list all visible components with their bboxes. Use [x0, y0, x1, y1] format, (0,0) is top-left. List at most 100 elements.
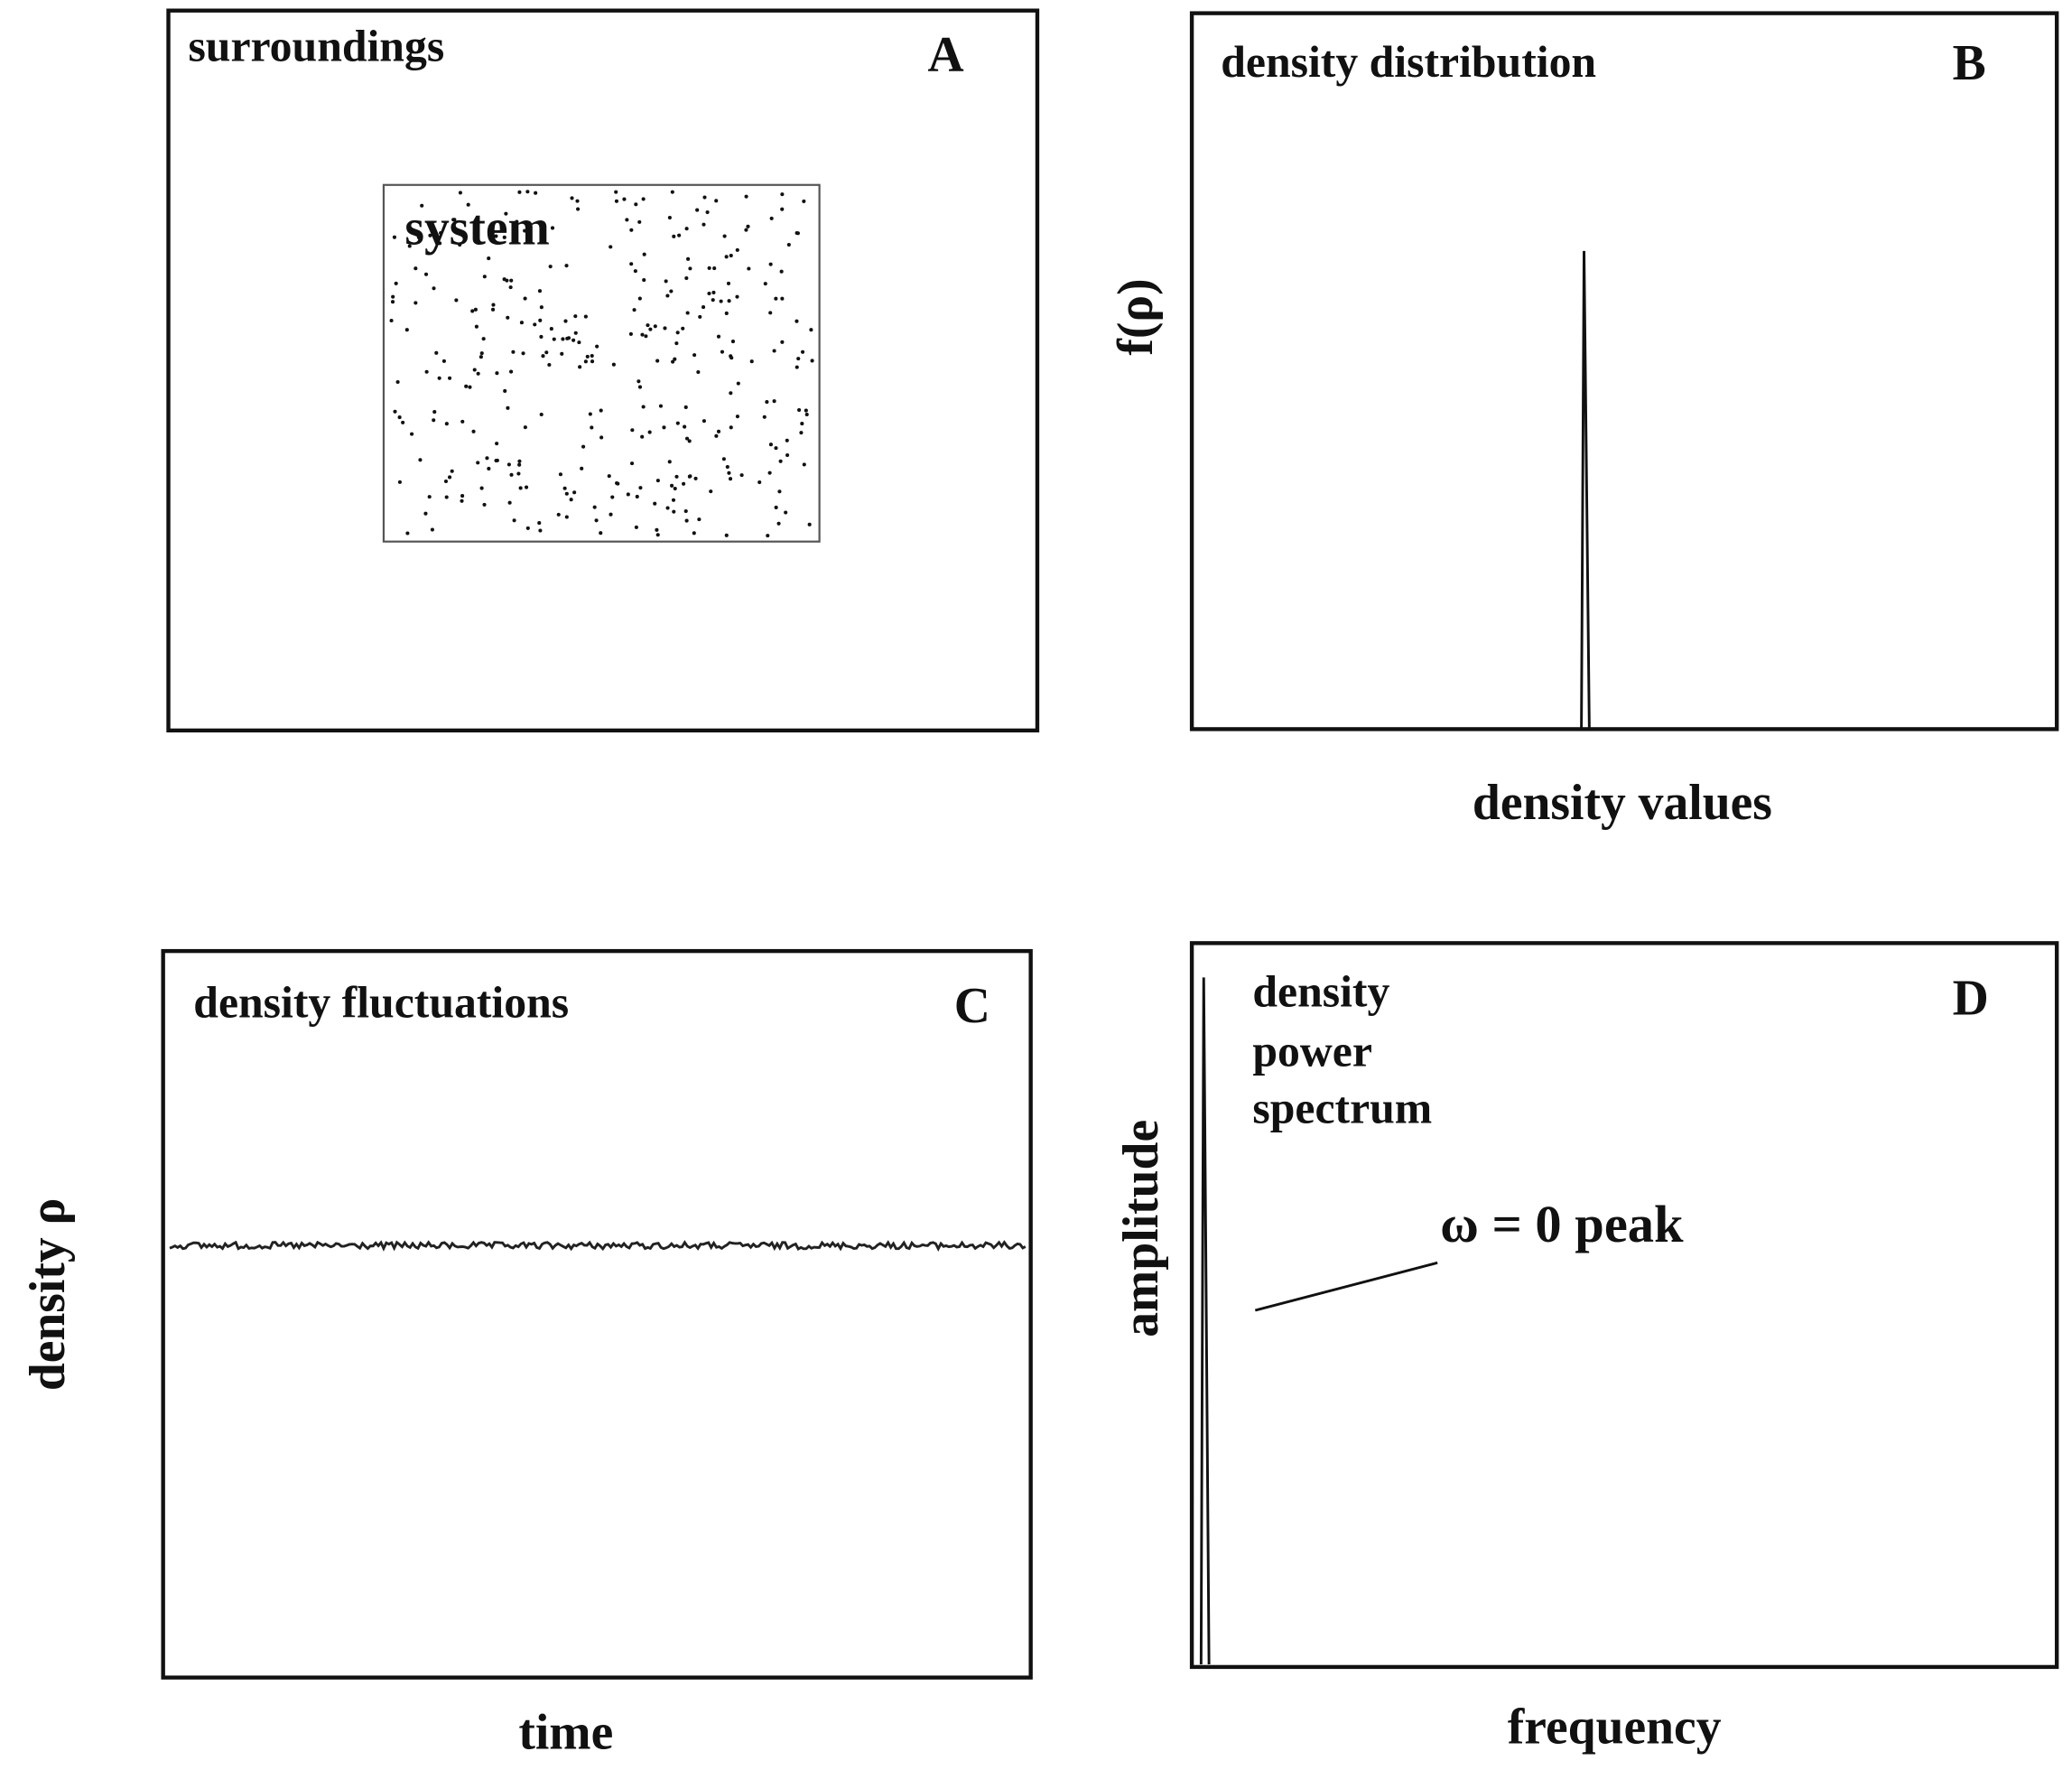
particle [769, 216, 774, 220]
zero-frequency-peak [1199, 977, 1211, 1664]
particle [491, 303, 496, 307]
particle [569, 498, 573, 502]
particle [432, 286, 436, 291]
particle [575, 199, 580, 203]
particle [777, 489, 782, 494]
particle [655, 479, 660, 483]
particle [647, 430, 652, 434]
particle [655, 527, 659, 532]
particle [675, 421, 680, 425]
particle [735, 294, 739, 299]
particle [702, 305, 706, 310]
particle [729, 391, 733, 396]
particle [578, 365, 582, 369]
particle [607, 474, 611, 479]
panel-d: density power spectrum D ω = 0 peak ampl… [1113, 941, 2059, 1756]
particle [466, 202, 470, 207]
particle [810, 359, 814, 363]
particle [594, 518, 599, 523]
particle [474, 324, 479, 329]
particle [426, 251, 431, 256]
particle [401, 420, 405, 424]
particle [437, 376, 441, 380]
particle [707, 291, 711, 296]
particle [517, 462, 522, 467]
particle [725, 465, 729, 470]
particle [479, 351, 484, 356]
particle [523, 425, 527, 430]
particle [506, 405, 510, 410]
particle [729, 425, 733, 430]
particle [616, 481, 620, 486]
system-label: system [404, 200, 550, 256]
particle [636, 379, 641, 384]
particle [747, 266, 751, 271]
panel-frame [166, 8, 1040, 733]
particle [439, 230, 443, 236]
particle [430, 527, 434, 532]
particle [391, 294, 395, 299]
particle [451, 218, 456, 222]
particle [721, 457, 726, 461]
panel-letter: C [954, 978, 990, 1034]
particle [735, 415, 739, 419]
particle [711, 290, 716, 295]
particle [539, 334, 544, 340]
particle [441, 359, 446, 363]
particle [719, 299, 723, 303]
particle [410, 432, 414, 436]
particle [552, 337, 556, 341]
particle [673, 487, 677, 491]
particle [630, 428, 635, 433]
x-axis-label: frequency [1508, 1700, 1722, 1756]
particle [581, 444, 586, 449]
particle [655, 359, 660, 363]
particle [746, 224, 750, 228]
particle [663, 326, 667, 331]
particle [448, 376, 452, 380]
particle [573, 314, 578, 319]
particle [509, 278, 514, 283]
panel-frame [1189, 11, 2059, 731]
particle [482, 275, 487, 279]
particle [485, 456, 489, 461]
particle [727, 470, 731, 475]
particle [476, 371, 480, 376]
particle [443, 479, 449, 484]
particle [670, 483, 674, 488]
particle [424, 369, 429, 374]
particle [640, 434, 645, 439]
particle [766, 534, 770, 538]
particle [479, 486, 484, 490]
particle [688, 266, 692, 271]
particle [794, 319, 799, 323]
panel-b: density distribution B f(ρ) density valu… [1108, 11, 2059, 831]
particle [515, 219, 519, 224]
particle [642, 278, 646, 283]
annotation-arrow [1254, 1261, 1438, 1312]
particle [516, 471, 521, 476]
particle [590, 425, 594, 430]
particle [653, 501, 657, 506]
particle [580, 466, 584, 470]
particle [502, 277, 506, 282]
particle [641, 405, 646, 409]
panel-title: surroundings [188, 21, 444, 70]
particle [460, 419, 465, 424]
particle [413, 301, 418, 305]
particle [599, 531, 603, 536]
particle [724, 533, 729, 537]
particle [767, 470, 772, 475]
particle [687, 439, 692, 443]
particle [736, 381, 740, 386]
particle [685, 311, 690, 315]
particle [583, 314, 588, 319]
particle [765, 400, 769, 405]
particle [671, 359, 675, 364]
particle [684, 518, 689, 523]
particle [473, 307, 478, 312]
y-axis-label: f(ρ) [1108, 278, 1164, 355]
particle [444, 495, 449, 499]
particle [776, 521, 781, 526]
